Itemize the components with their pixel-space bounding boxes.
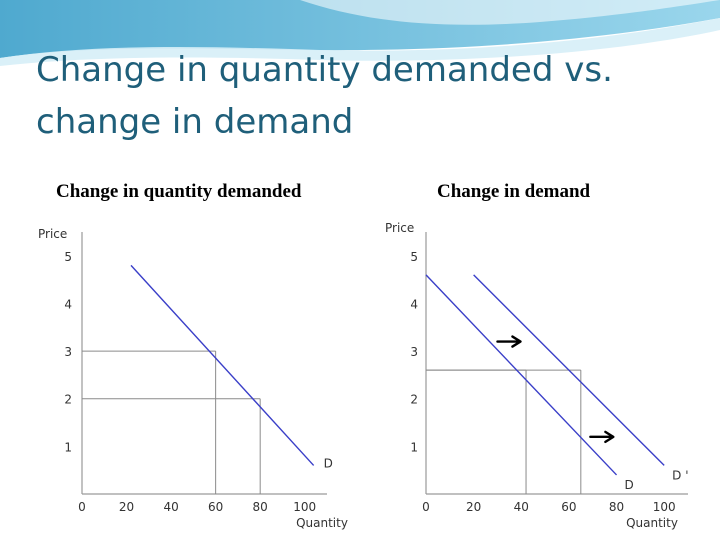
y-tick-label: 4 [410,297,418,311]
slide-title-line-1: Change in quantity demanded vs. [36,50,613,90]
x-tick-label: 100 [293,500,316,514]
y-axis-label: Price [385,221,414,235]
y-tick-label: 4 [64,297,72,311]
demand-curve [473,274,665,466]
y-tick-label: 1 [64,440,72,454]
x-tick-label: 0 [78,500,86,514]
y-axis-label: Price [38,227,67,241]
chart-quantity-demanded: Price Quantity 1 2 3 4 5 0 20 40 60 80 100 D [14,212,358,538]
y-tick-label: 1 [410,440,418,454]
chart-change-in-demand: Price Quantity 1 2 3 4 5 0 20 40 60 80 100 D D ' [372,212,696,538]
y-tick-label: 2 [410,393,418,407]
x-tick-label: 20 [119,500,134,514]
shift-arrow-icon [589,430,615,444]
x-axis-label: Quantity [296,516,348,530]
x-tick-label: 20 [466,500,481,514]
y-tick-label: 3 [410,345,418,359]
x-tick-label: 60 [561,500,576,514]
y-tick-label: 2 [64,393,72,407]
demand-curve [425,274,618,476]
x-tick-label: 80 [609,500,624,514]
x-tick-label: 0 [422,500,430,514]
demand-curve [130,264,315,466]
x-tick-label: 100 [653,500,676,514]
x-tick-label: 40 [163,500,178,514]
header-banner [0,0,720,66]
slide-title: Change in quantity demanded vs. change i… [36,44,696,148]
slide-title-line-2: change in demand [36,102,354,142]
y-tick-label: 3 [64,345,72,359]
x-tick-label: 80 [253,500,268,514]
x-tick-label: 60 [208,500,223,514]
x-axis-label: Quantity [626,516,678,530]
demand-curve-label: D ' [672,468,688,482]
chart-heading-demand: Change in demand [437,181,591,202]
demand-curve-label: D [625,478,634,492]
demand-curve-label: D [324,456,333,470]
shift-arrow-icon [496,335,522,348]
x-tick-label: 40 [514,500,529,514]
y-tick-label: 5 [410,250,418,264]
chart-heading-quantity-demanded: Change in quantity demanded [56,181,302,202]
y-tick-label: 5 [64,250,72,264]
